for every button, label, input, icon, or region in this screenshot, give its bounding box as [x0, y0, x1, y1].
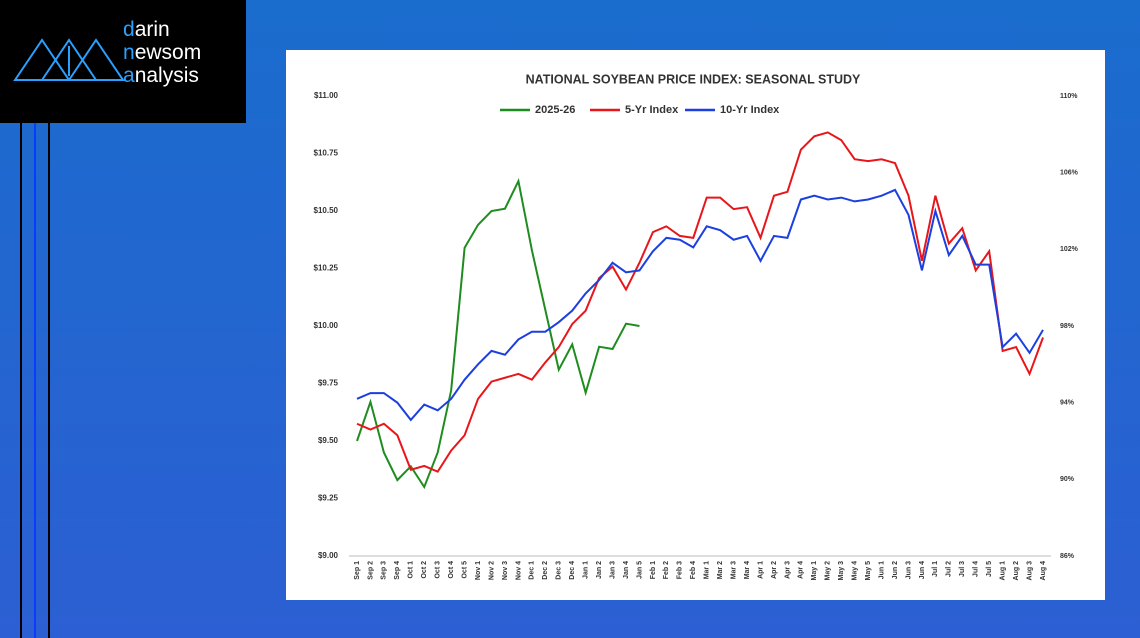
y-tick-label: $10.25: [314, 264, 339, 273]
x-tick-label: Dec 4: [569, 561, 576, 580]
decor-line: [48, 123, 50, 638]
y2-tick-label: 98%: [1060, 323, 1075, 330]
x-tick-label: Dec 1: [529, 561, 536, 580]
x-tick-label: Jun 2: [892, 561, 899, 579]
x-tick-label: Jan 1: [583, 561, 590, 579]
x-tick-label: Jul 3: [959, 561, 966, 577]
x-tick-label: Jul 4: [973, 561, 980, 577]
legend-label: 5-Yr Index: [625, 104, 679, 116]
y2-tick-label: 90%: [1060, 476, 1075, 483]
x-tick-label: Jan 2: [596, 561, 603, 579]
x-tick-label: May 5: [865, 561, 872, 581]
y-tick-label: $9.25: [318, 494, 339, 503]
x-tick-label: Oct 1: [408, 561, 415, 579]
x-tick-label: Apr 3: [784, 561, 791, 579]
legend-label: 2025-26: [535, 104, 575, 116]
logo-word: darin: [123, 18, 170, 41]
x-tick-label: Oct 2: [421, 561, 428, 579]
x-tick-label: Jan 4: [623, 561, 630, 579]
decor-line: [20, 123, 22, 638]
x-tick-label: Mar 2: [717, 561, 724, 579]
x-tick-label: Sep 3: [381, 561, 388, 580]
x-tick-label: Jan 3: [609, 561, 616, 579]
y2-tick-label: 110%: [1060, 93, 1078, 100]
x-tick-label: Oct 3: [435, 561, 442, 579]
x-tick-label: Jun 4: [919, 561, 926, 579]
y2-tick-label: 86%: [1060, 553, 1075, 560]
x-tick-label: Sep 2: [367, 561, 374, 580]
x-tick-label: Dec 2: [542, 561, 549, 580]
x-tick-label: Jan 5: [636, 561, 643, 579]
chart: NATIONAL SOYBEAN PRICE INDEX: SEASONAL S…: [314, 72, 1079, 581]
x-tick-label: Feb 2: [663, 561, 670, 579]
y-tick-label: $10.50: [314, 206, 339, 215]
decor-line: [34, 123, 36, 638]
x-tick-label: Sep 4: [394, 561, 401, 580]
y-tick-label: $10.75: [314, 149, 339, 158]
x-tick-label: Jul 2: [946, 561, 953, 577]
x-tick-label: May 3: [838, 561, 845, 581]
logo-icon: [13, 38, 125, 81]
x-tick-label: Mar 4: [744, 561, 751, 579]
x-tick-label: Jun 3: [905, 561, 912, 579]
y2-tick-label: 102%: [1060, 246, 1079, 253]
x-tick-label: Apr 1: [757, 561, 764, 579]
series-line: [356, 131, 1044, 473]
x-tick-label: Feb 1: [650, 561, 657, 579]
x-tick-label: Nov 1: [475, 561, 482, 580]
x-tick-label: Mar 1: [704, 561, 711, 579]
x-tick-label: Aug 1: [999, 561, 1006, 581]
x-tick-label: Dec 3: [556, 561, 563, 580]
x-tick-label: Nov 3: [502, 561, 509, 580]
legend-label: 10-Yr Index: [720, 104, 780, 116]
x-tick-label: Aug 4: [1040, 561, 1047, 581]
y-tick-label: $11.00: [314, 91, 339, 100]
logo-text: darin newsom analysis: [123, 18, 201, 87]
x-tick-label: Nov 4: [515, 561, 522, 580]
x-tick-label: Apr 4: [798, 561, 805, 579]
x-tick-label: Mar 3: [730, 561, 737, 579]
y2-tick-label: 106%: [1060, 170, 1079, 177]
y2-tick-label: 94%: [1060, 400, 1075, 407]
y-tick-label: $9.75: [318, 379, 339, 388]
x-tick-label: May 4: [852, 561, 859, 581]
x-tick-label: Aug 3: [1026, 561, 1033, 581]
x-tick-label: Aug 2: [1013, 561, 1020, 581]
chart-title: NATIONAL SOYBEAN PRICE INDEX: SEASONAL S…: [526, 72, 861, 86]
x-tick-label: Oct 5: [461, 561, 468, 579]
x-tick-label: Jul 5: [986, 561, 993, 577]
x-tick-label: Jun 1: [878, 561, 885, 579]
x-tick-label: Oct 4: [448, 561, 455, 579]
x-tick-label: May 2: [825, 561, 832, 581]
x-tick-label: Feb 4: [690, 561, 697, 579]
x-tick-label: Jul 1: [932, 561, 939, 577]
y-tick-label: $9.50: [318, 436, 339, 445]
x-tick-label: May 1: [811, 561, 818, 581]
logo-word: newsom: [123, 41, 202, 64]
logo: darin newsom analysis: [0, 0, 246, 123]
y-tick-label: $9.00: [318, 551, 339, 560]
logo-word: analysis: [123, 64, 199, 87]
x-tick-label: Feb 3: [677, 561, 684, 579]
chart-card: NATIONAL SOYBEAN PRICE INDEX: SEASONAL S…: [286, 50, 1105, 600]
series-line: [356, 188, 1044, 422]
x-tick-label: Nov 2: [488, 561, 495, 580]
y-tick-label: $10.00: [314, 321, 339, 330]
x-tick-label: Sep 1: [354, 561, 361, 580]
x-tick-label: Apr 2: [771, 561, 778, 579]
series-line: [356, 177, 640, 490]
